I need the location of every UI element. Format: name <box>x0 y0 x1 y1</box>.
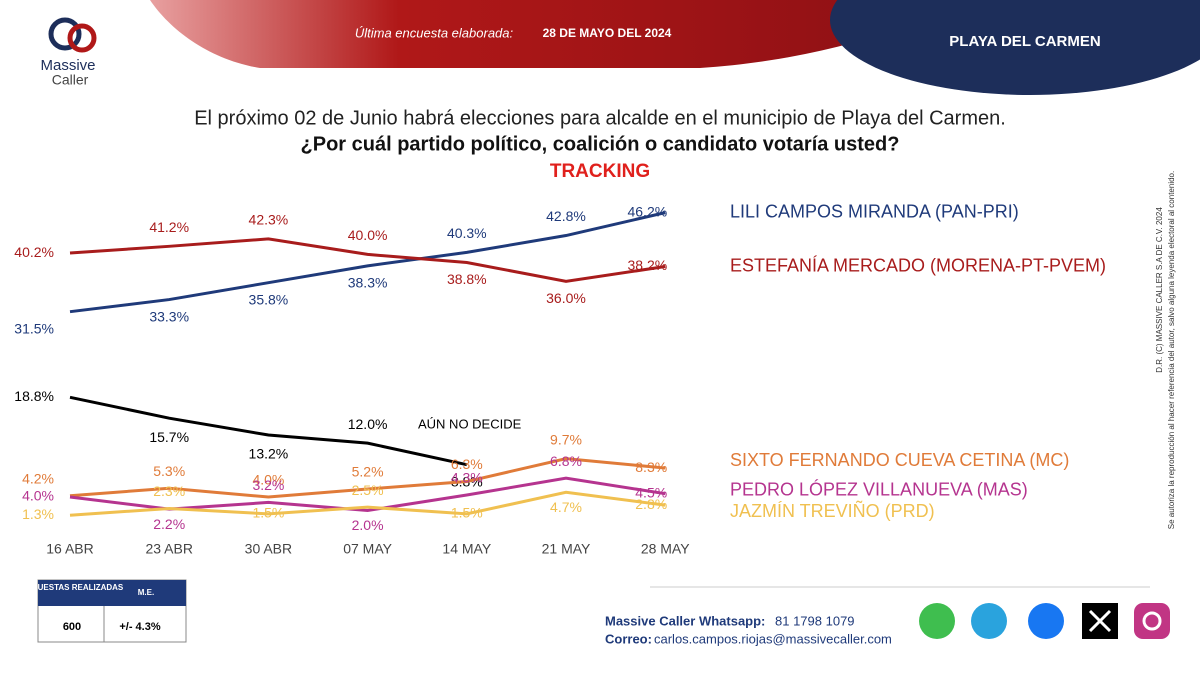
data-label: 31.5% <box>14 320 54 336</box>
logo-text: Caller <box>52 72 89 88</box>
survey-date: 28 DE MAYO DEL 2024 <box>543 26 672 40</box>
data-label: 5.3% <box>153 463 185 479</box>
series-line <box>69 211 666 314</box>
data-label: 1.5% <box>451 505 483 521</box>
instagram-icon[interactable] <box>1134 603 1170 639</box>
copyright: Se autoriza la reproducción al hacer ref… <box>1167 171 1176 529</box>
logo-text: Massive <box>40 57 95 74</box>
table-header: ENCUESTAS REALIZADAS <box>21 583 124 592</box>
data-label: 36.0% <box>546 290 586 306</box>
data-label: 46.2% <box>627 203 667 219</box>
telegram-icon[interactable] <box>971 603 1007 639</box>
social-icons <box>919 603 1170 639</box>
x-tick-label: 28 MAY <box>641 541 690 557</box>
data-label: 5.2% <box>352 464 384 480</box>
header-band <box>150 0 980 68</box>
data-label: 4.5% <box>635 484 667 500</box>
sample-table: ENCUESTAS REALIZADAS M.E. 600 +/- 4.3% <box>21 579 187 643</box>
data-label: 6.3% <box>451 456 483 472</box>
data-label: 18.8% <box>14 388 54 404</box>
x-tick-label: 07 MAY <box>343 541 392 557</box>
data-label: 6.8% <box>550 453 582 469</box>
x-tick-label: 23 ABR <box>145 541 192 557</box>
data-label: 2.3% <box>153 483 185 499</box>
data-label: 4.2% <box>22 470 54 486</box>
header-circle <box>830 0 1200 95</box>
chart-subtitle: ¿Por cuál partido político, coalición o … <box>301 133 900 155</box>
data-label: 38.8% <box>447 271 487 287</box>
data-label: 41.2% <box>149 219 189 235</box>
data-label: 13.2% <box>249 446 289 462</box>
legend-label: JAZMÍN TREVIÑO (PRD) <box>730 500 935 521</box>
series-line <box>69 395 468 467</box>
whatsapp-icon[interactable] <box>919 603 955 639</box>
x-tick-label: 30 ABR <box>245 541 292 557</box>
legend-label: PEDRO LÓPEZ VILLANUEVA (MAS) <box>730 478 1028 499</box>
contact-label: Massive Caller Whatsapp: <box>605 613 765 628</box>
data-label: 40.0% <box>348 227 388 243</box>
x-tick-label: 16 ABR <box>46 541 93 557</box>
logo: Massive Caller <box>40 17 97 88</box>
data-label: 4.0% <box>22 488 54 504</box>
survey-label: Última encuesta elaborada: <box>355 25 514 40</box>
legend-label: SIXTO FERNANDO CUEVA CETINA (MC) <box>730 450 1069 470</box>
legend-label: LILI CAMPOS MIRANDA (PAN-PRI) <box>730 201 1019 221</box>
data-label: 38.2% <box>627 257 667 273</box>
contact-label: Correo: <box>605 631 652 646</box>
data-label: 9.7% <box>550 431 582 447</box>
data-label: 12.0% <box>348 416 388 432</box>
table-cell: 600 <box>63 621 81 633</box>
legend-label: ESTEFANÍA MERCADO (MORENA-PT-PVEM) <box>730 255 1106 275</box>
contact-value: carlos.campos.riojas@massivecaller.com <box>654 631 892 646</box>
chart-title: El próximo 02 de Junio habrá elecciones … <box>194 107 1006 129</box>
data-label: 40.3% <box>447 225 487 241</box>
data-label: 1.3% <box>22 506 54 522</box>
data-label: 15.7% <box>149 429 189 445</box>
series-line <box>69 237 666 283</box>
series-line <box>69 457 666 499</box>
facebook-icon[interactable] <box>1028 603 1064 639</box>
data-label: 42.3% <box>249 212 289 228</box>
copyright: D.R. (C) MASSIVE CALLER S.A DE C.V. 2024 <box>1155 207 1164 373</box>
data-label: 8.3% <box>635 459 667 475</box>
plot: 16 ABR 23 ABR 30 ABR 07 MAY 14 MAY 21 MAY 28 M… <box>14 201 1106 556</box>
data-label: 3.2% <box>252 477 284 493</box>
x-tick-label: 14 MAY <box>442 541 491 557</box>
annotation: TRACKING <box>550 161 650 182</box>
data-label: 2.8% <box>635 496 667 512</box>
x-tick-label: 21 MAY <box>542 541 591 557</box>
data-label: 2.0% <box>352 517 384 533</box>
data-label: 38.3% <box>348 275 388 291</box>
data-label: 35.8% <box>249 291 289 307</box>
data-label: 4.7% <box>550 499 582 515</box>
table-header: M.E. <box>138 588 154 597</box>
location: PLAYA DEL CARMEN <box>949 33 1100 50</box>
contact-value: 81 1798 1079 <box>775 613 855 628</box>
data-label: 33.3% <box>149 308 189 324</box>
data-label: 40.2% <box>14 244 54 260</box>
data-label: 2.2% <box>153 516 185 532</box>
data-label: 2.5% <box>352 482 384 498</box>
table-cell: +/- 4.3% <box>119 621 160 633</box>
data-label: 4.0% <box>252 472 284 488</box>
legend-label: AÚN NO DECIDE <box>418 417 522 432</box>
series-line <box>69 490 666 517</box>
data-label: 1.5% <box>252 505 284 521</box>
data-label: 4.3% <box>451 470 483 486</box>
data-label: 42.8% <box>546 208 586 224</box>
